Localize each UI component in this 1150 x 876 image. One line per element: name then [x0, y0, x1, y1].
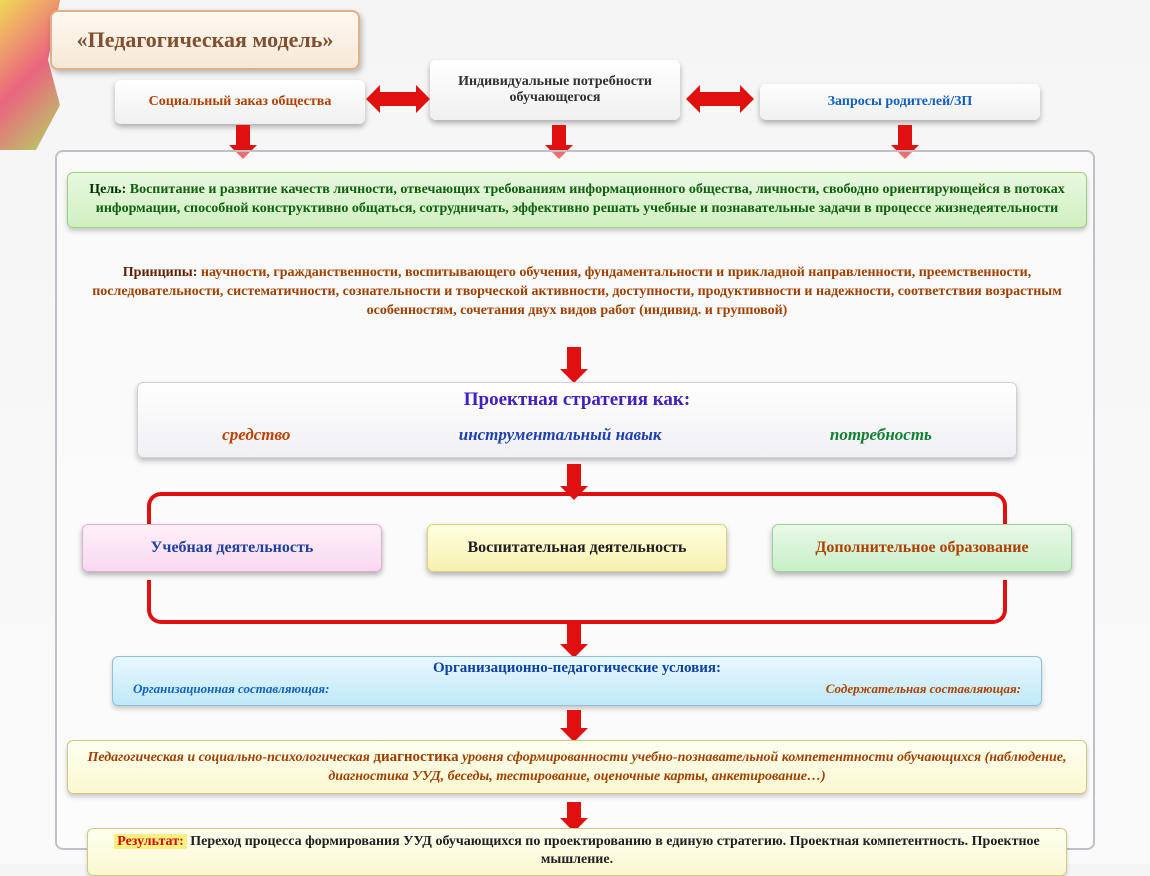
diag-mid: уровня сформированности учебно-познавате…	[459, 750, 985, 765]
activities-row: Учебная деятельность Воспитательная деят…	[57, 524, 1093, 574]
result-box: Результат: Переход процесса формирования…	[87, 828, 1067, 876]
conditions-box: Организационно-педагогические условия: О…	[112, 656, 1042, 706]
bracket-bottom	[147, 580, 1007, 624]
result-text: Переход процесса формирования УУД обучаю…	[187, 834, 1040, 867]
strategy-col-means: средство	[222, 425, 290, 445]
strategy-col-need: потребность	[830, 425, 932, 445]
activity-upbringing: Воспитательная деятельность	[427, 524, 727, 572]
strategy-box: Проектная стратегия как: средство инстру…	[137, 382, 1017, 458]
down-arrow-icon	[567, 347, 581, 369]
result-label: Результат:	[114, 834, 187, 849]
top-box-social-order: Социальный заказ общества	[115, 80, 365, 124]
top-box-parent-requests: Запросы родителей/ЗП	[760, 84, 1040, 120]
conditions-title: Организационно-педагогические условия:	[113, 660, 1041, 677]
strategy-col-skill: инструментальный навык	[459, 425, 662, 445]
principles-label: Принципы:	[123, 265, 198, 280]
goal-box: Цель: Воспитание и развитие качеств личн…	[67, 172, 1087, 228]
conditions-left: Организационная составляющая:	[133, 681, 329, 697]
down-arrow-icon	[898, 125, 912, 145]
down-arrow-icon	[567, 802, 581, 818]
down-arrow-icon	[567, 464, 581, 486]
goal-label: Цель:	[89, 182, 126, 197]
principles-text: Принципы: научности, гражданственности, …	[67, 260, 1087, 325]
title-box: «Педагогическая модель»	[50, 10, 360, 70]
diagnostics-box: Педагогическая и социально-психологическ…	[67, 740, 1087, 794]
down-arrow-icon	[236, 125, 250, 145]
conditions-right: Содержательная составляющая:	[826, 681, 1021, 697]
double-arrow-icon	[380, 92, 416, 106]
goal-text: Воспитание и развитие качеств личности, …	[96, 182, 1065, 216]
activity-additional: Дополнительное образование	[772, 524, 1072, 572]
principles-body: научности, гражданственности, воспитываю…	[92, 265, 1062, 318]
double-arrow-icon	[700, 92, 740, 106]
down-arrow-icon	[567, 622, 581, 644]
strategy-title: Проектная стратегия как:	[138, 389, 1016, 411]
diag-big: диагностика	[373, 749, 458, 765]
diag-prefix: Педагогическая и социально-психологическ…	[87, 750, 373, 765]
top-box-individual-needs: Индивидуальные потребности обучающегося	[430, 60, 680, 120]
down-arrow-icon	[567, 710, 581, 728]
strategy-columns: средство инструментальный навык потребно…	[138, 425, 1016, 445]
down-arrow-icon	[552, 125, 566, 145]
activity-academic: Учебная деятельность	[82, 524, 382, 572]
main-frame: Цель: Воспитание и развитие качеств личн…	[55, 150, 1095, 850]
